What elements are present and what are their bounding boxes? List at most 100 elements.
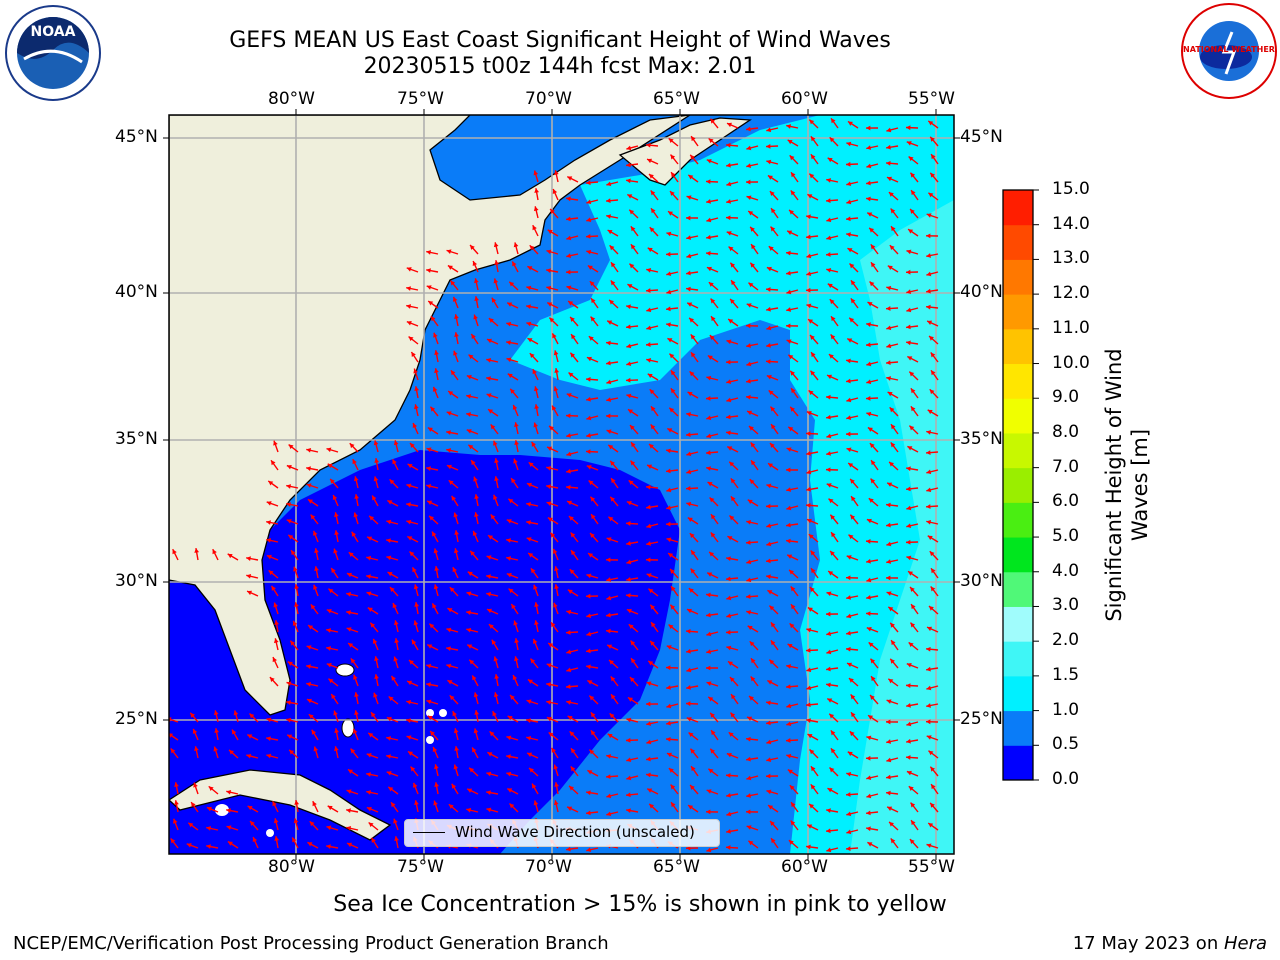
wind-arrow-head: [906, 289, 912, 294]
wind-arrow-head: [810, 370, 816, 376]
wind-arrow-head: [726, 181, 732, 187]
wind-arrow-head: [926, 843, 932, 849]
wind-arrow-head: [606, 811, 612, 817]
wind-arrow-head: [330, 478, 335, 484]
wind-arrow-head: [307, 842, 313, 847]
lon-label-top-80w: 80°W: [268, 89, 315, 109]
wind-arrow-head: [886, 502, 891, 508]
wind-arrow-head: [666, 736, 671, 742]
wind-arrow-head: [346, 592, 352, 597]
wind-arrow-head: [610, 676, 616, 682]
wind-arrow-head: [326, 844, 331, 850]
wind-arrow-head: [649, 174, 654, 179]
colorbar-tick-label: 1.5: [1052, 664, 1080, 685]
wind-arrow-head: [310, 604, 316, 610]
wind-arrow-head: [514, 638, 519, 643]
footer-date: 17 May 2023 on Hera: [1073, 933, 1267, 954]
wind-arrow-head: [486, 393, 492, 398]
wind-arrow-head: [366, 772, 371, 777]
wind-arrow-head: [688, 174, 694, 180]
wind-arrow-head: [206, 826, 212, 831]
wind-arrow-head: [486, 608, 492, 614]
wind-arrow-head: [606, 397, 612, 402]
wind-arrow-head: [911, 190, 916, 196]
wind-arrow-head: [394, 836, 399, 841]
wind-arrow-head: [706, 266, 712, 272]
wind-arrow-head: [866, 163, 872, 169]
wind-arrow-head: [213, 746, 219, 752]
wind-arrow-head: [566, 451, 572, 457]
wind-arrow-head: [252, 837, 258, 843]
wind-arrow-head: [391, 802, 396, 808]
wind-arrow-head: [414, 386, 419, 391]
wind-arrow-head: [407, 463, 413, 469]
wind-arrow-head: [907, 356, 913, 361]
wind-arrow-head: [193, 782, 198, 788]
wind-arrow-head: [846, 811, 852, 817]
wind-arrow-head: [506, 735, 512, 741]
wind-arrow-head: [413, 584, 419, 590]
wind-arrow-head: [530, 658, 536, 664]
wind-arrow-head: [392, 459, 397, 465]
sea-ice-caption: Sea Ice Concentration > 15% is shown in …: [333, 892, 947, 917]
wind-arrow-head: [846, 846, 851, 851]
wind-arrow-head: [866, 180, 871, 186]
colorbar-title: Significant Height of Wind Waves [m]: [1102, 348, 1152, 622]
wind-arrow-head: [434, 350, 439, 355]
wind-arrow-head: [429, 515, 434, 521]
wind-arrow-head: [334, 512, 339, 518]
wind-arrow-head: [886, 160, 891, 166]
wind-arrow-head: [906, 505, 912, 511]
wind-arrow-head: [172, 549, 177, 555]
wind-arrow-head: [766, 541, 772, 547]
legend-line-icon: [413, 832, 445, 833]
wind-arrow-head: [227, 553, 233, 559]
wind-arrow-head: [928, 823, 934, 828]
wind-arrow-head: [666, 537, 672, 543]
wind-arrow-head: [826, 217, 832, 223]
wind-arrow-head: [506, 771, 512, 777]
wind-arrow-head: [668, 553, 674, 558]
wind-arrow-head: [670, 568, 675, 574]
wind-arrow-head: [526, 520, 531, 525]
wind-arrow-head: [806, 303, 812, 309]
wind-arrow-head: [550, 208, 555, 214]
wind-arrow-head: [809, 119, 815, 125]
wind-arrow-head: [926, 253, 932, 258]
wind-arrow-head: [666, 306, 671, 312]
wind-arrow-head: [407, 680, 413, 686]
wind-arrow-head: [174, 800, 179, 806]
wind-arrow-head: [907, 446, 913, 451]
wind-arrow-head: [830, 334, 836, 340]
wind-arrow-head: [706, 234, 711, 240]
wind-arrow-head: [749, 479, 755, 485]
wind-arrow-head: [506, 519, 512, 524]
wind-arrow-head: [469, 659, 475, 665]
wind-arrow-head: [826, 649, 832, 655]
wind-arrow-head: [589, 281, 595, 287]
wind-arrow-head: [766, 720, 771, 726]
wind-arrow-head: [846, 181, 852, 187]
wind-arrow-head: [450, 370, 456, 376]
wind-arrow-head: [750, 226, 755, 232]
wind-arrow-head: [312, 801, 317, 807]
wind-arrow-head: [346, 572, 352, 578]
wind-arrow-head: [486, 555, 492, 560]
wind-arrow-head: [666, 685, 671, 690]
wind-arrow-head: [746, 378, 751, 384]
wind-arrow-head: [493, 242, 499, 248]
wind-arrow-head: [347, 769, 353, 774]
wind-arrow-head: [686, 628, 691, 634]
lon-label-bottom-75w: 75°W: [397, 857, 444, 877]
wind-arrow-head: [566, 684, 571, 690]
wind-arrow-head: [294, 584, 299, 589]
wind-arrow-head: [269, 677, 275, 682]
wind-arrow-head: [866, 755, 871, 761]
wind-arrow-head: [749, 641, 755, 647]
wind-arrow-head: [273, 602, 278, 608]
wind-arrow-head: [766, 700, 771, 706]
wind-arrow-head: [507, 788, 513, 793]
wind-arrow-head: [868, 498, 874, 503]
wind-arrow-head: [791, 172, 796, 178]
wind-arrow-head: [454, 314, 459, 320]
